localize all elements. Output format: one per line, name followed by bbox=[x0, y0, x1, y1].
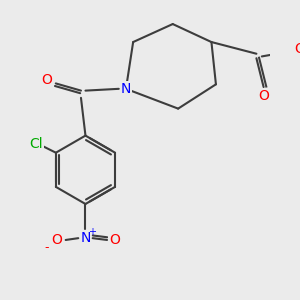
Text: O: O bbox=[41, 73, 52, 87]
Text: -: - bbox=[44, 241, 49, 254]
Text: Cl: Cl bbox=[29, 137, 43, 151]
Text: O: O bbox=[294, 42, 300, 56]
Text: N: N bbox=[80, 231, 91, 245]
Text: O: O bbox=[51, 233, 62, 247]
Text: O: O bbox=[109, 233, 120, 247]
Text: +: + bbox=[88, 227, 96, 237]
Text: N: N bbox=[121, 82, 131, 96]
Text: O: O bbox=[258, 89, 269, 103]
